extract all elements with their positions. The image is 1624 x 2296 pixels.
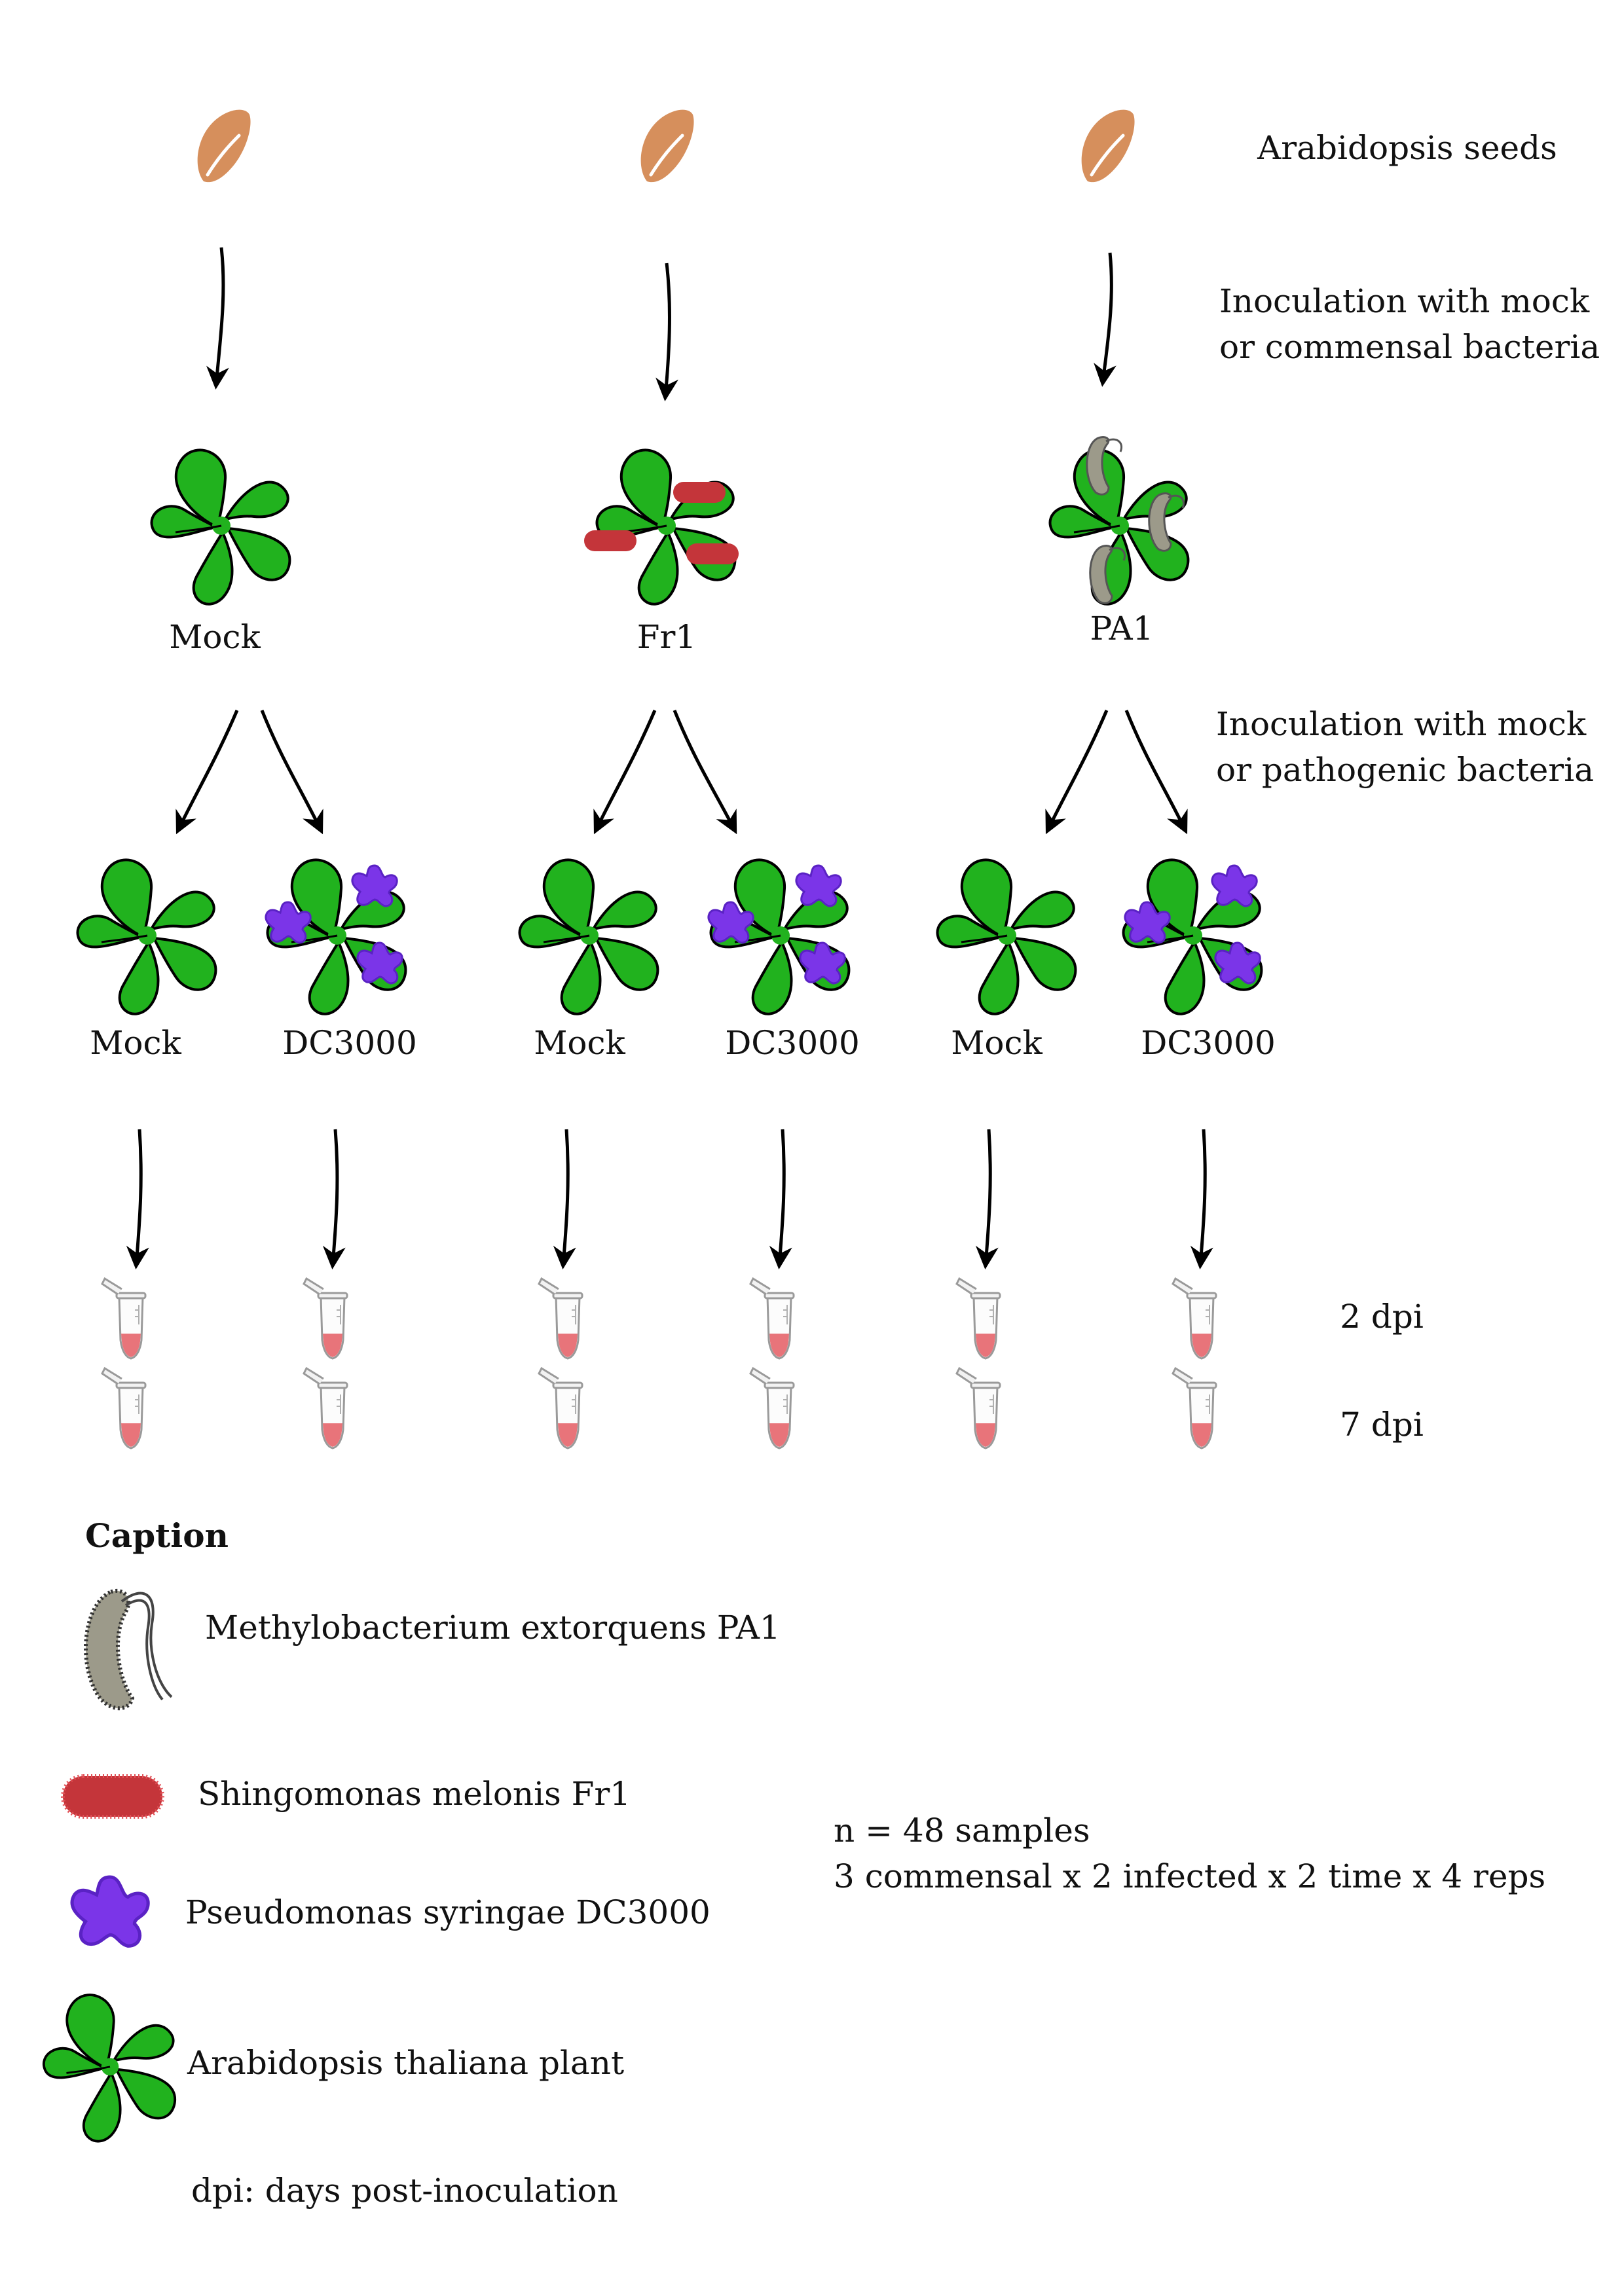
arabidopsis-plant-icon bbox=[42, 1994, 177, 2143]
treatment-label: PA1 bbox=[1090, 610, 1154, 647]
infection-label: Mock bbox=[90, 1024, 181, 1062]
seed-icon bbox=[198, 110, 251, 183]
infection-label: DC3000 bbox=[282, 1024, 417, 1062]
fr1-plant-icon bbox=[595, 448, 737, 606]
arrow bbox=[673, 710, 737, 835]
pseudomonas-icon bbox=[795, 864, 842, 907]
step2-label-line2: or pathogenic bacteria bbox=[1216, 751, 1594, 789]
caption-title: Caption bbox=[85, 1516, 229, 1555]
arrow bbox=[593, 710, 657, 835]
timepoint-label: 7 dpi bbox=[1340, 1406, 1424, 1444]
arrow bbox=[769, 1129, 792, 1269]
design-formula: 3 commensal x 2 infected x 2 time x 4 re… bbox=[834, 1857, 1545, 1895]
arrow bbox=[655, 263, 678, 401]
arrow bbox=[1190, 1129, 1213, 1269]
treatment-label: Fr1 bbox=[637, 618, 696, 656]
sphingomonas-icon bbox=[61, 1774, 164, 1819]
pseudomonas-icon bbox=[1211, 864, 1258, 907]
sphingomonas-icon bbox=[584, 530, 637, 551]
caption-footnote: dpi: days post-inoculation bbox=[191, 2172, 618, 2210]
arrow bbox=[1045, 710, 1109, 835]
infection-label: Mock bbox=[534, 1024, 625, 1062]
sample-tube-icon bbox=[749, 1277, 795, 1360]
infection-label: DC3000 bbox=[725, 1024, 860, 1062]
sample-tube-icon bbox=[1172, 1277, 1217, 1360]
timepoint-label: 2 dpi bbox=[1340, 1298, 1424, 1336]
infection-label: Mock bbox=[951, 1024, 1043, 1062]
arrow bbox=[206, 247, 229, 390]
sphingomonas-icon bbox=[673, 482, 726, 503]
arrow bbox=[553, 1129, 576, 1269]
pa1-plant-icon bbox=[1048, 448, 1190, 606]
arrow bbox=[975, 1129, 999, 1269]
sample-tube-icon bbox=[303, 1367, 348, 1449]
infection-label: DC3000 bbox=[1141, 1024, 1276, 1062]
mock-plant-icon bbox=[936, 858, 1077, 1015]
arrow bbox=[322, 1129, 346, 1269]
sample-tube-icon bbox=[955, 1277, 1001, 1360]
sample-tube-icon bbox=[538, 1277, 583, 1360]
methylobacterium-icon bbox=[84, 1589, 173, 1711]
arrow bbox=[126, 1129, 149, 1269]
arrow bbox=[1124, 710, 1188, 835]
seed-icon bbox=[1082, 110, 1135, 183]
sample-count: n = 48 samples bbox=[834, 1812, 1090, 1850]
sphingomonas-icon bbox=[686, 543, 739, 564]
mock-plant-icon bbox=[150, 448, 291, 606]
arrow bbox=[260, 710, 323, 835]
sample-tube-icon bbox=[101, 1367, 147, 1449]
step1-label-line1: Inoculation with mock bbox=[1219, 282, 1590, 320]
step2-label-line1: Inoculation with mock bbox=[1216, 705, 1587, 743]
sample-tube-icon bbox=[1172, 1367, 1217, 1449]
sample-tube-icon bbox=[749, 1367, 795, 1449]
caption-item-label: Arabidopsis thaliana plant bbox=[187, 2044, 624, 2082]
step1-label-line2: or commensal bacteria bbox=[1219, 328, 1600, 366]
arrow bbox=[1094, 252, 1116, 387]
mock-plant-icon bbox=[76, 858, 217, 1015]
sample-tube-icon bbox=[303, 1277, 348, 1360]
sample-tube-icon bbox=[955, 1367, 1001, 1449]
arrow bbox=[175, 710, 239, 835]
mock-plant-icon bbox=[518, 858, 659, 1015]
caption-item-label: Shingomonas melonis Fr1 bbox=[198, 1775, 631, 1813]
pseudomonas-icon bbox=[351, 864, 398, 907]
seed-icon bbox=[641, 110, 694, 183]
pseudomonas-icon bbox=[72, 1877, 148, 1946]
treatment-label: Mock bbox=[169, 618, 261, 656]
caption-item-label: Methylobacterium extorquens PA1 bbox=[205, 1609, 781, 1647]
sample-tube-icon bbox=[101, 1277, 147, 1360]
seeds-row-label: Arabidopsis seeds bbox=[1257, 129, 1557, 167]
caption-item-label: Pseudomonas syringae DC3000 bbox=[185, 1893, 710, 1931]
sample-tube-icon bbox=[538, 1367, 583, 1449]
